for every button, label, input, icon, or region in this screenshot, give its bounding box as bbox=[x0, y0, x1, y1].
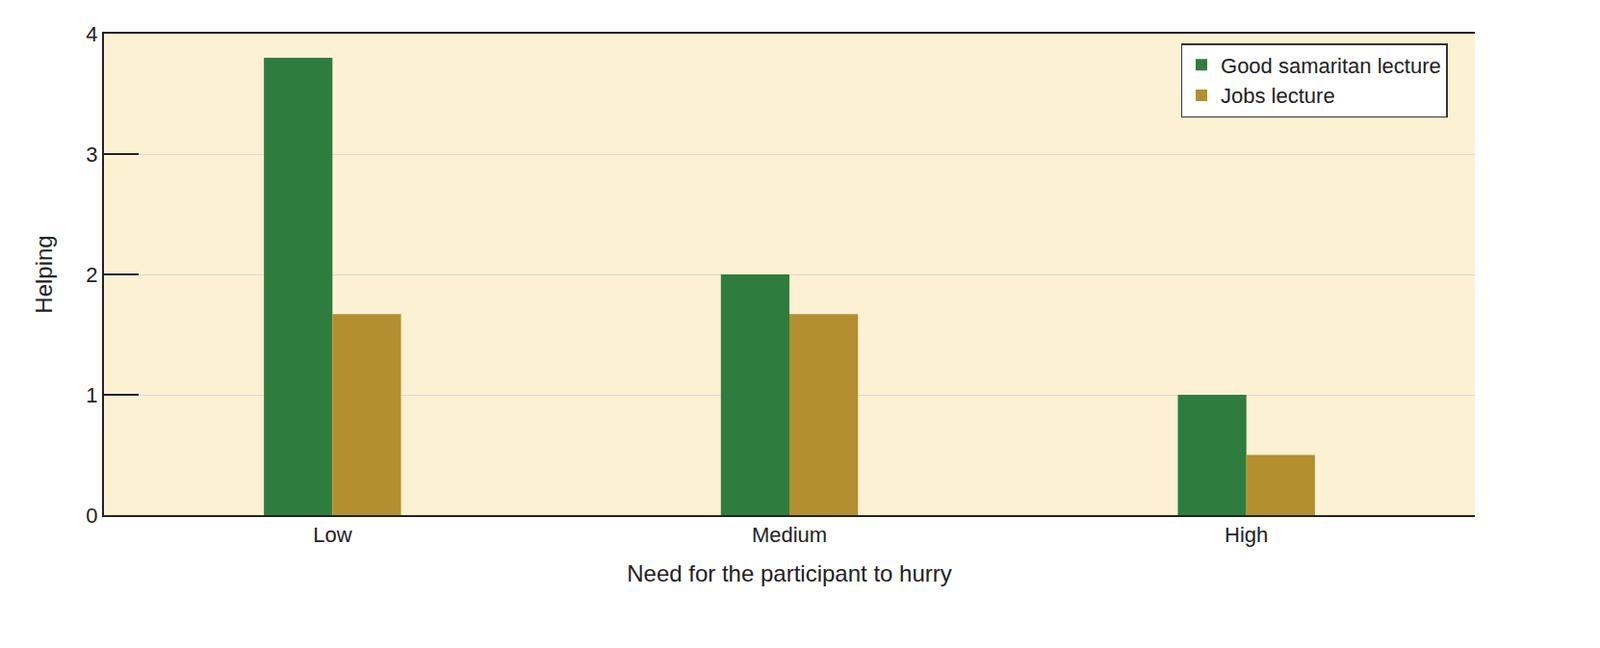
svg-text:High: High bbox=[1224, 522, 1268, 547]
svg-text:Low: Low bbox=[312, 522, 352, 547]
svg-text:Jobs lecture: Jobs lecture bbox=[1220, 83, 1336, 108]
svg-text:3: 3 bbox=[85, 142, 98, 167]
svg-text:2: 2 bbox=[85, 262, 98, 287]
svg-text:1: 1 bbox=[85, 383, 98, 408]
svg-text:Medium: Medium bbox=[751, 522, 827, 547]
svg-text:4: 4 bbox=[85, 22, 98, 47]
svg-text:0: 0 bbox=[85, 503, 98, 528]
svg-text:Good samaritan lecture: Good samaritan lecture bbox=[1220, 53, 1442, 78]
svg-text:Need for the participant to hu: Need for the participant to hurry bbox=[626, 560, 953, 587]
svg-text:Helping: Helping bbox=[30, 234, 57, 313]
